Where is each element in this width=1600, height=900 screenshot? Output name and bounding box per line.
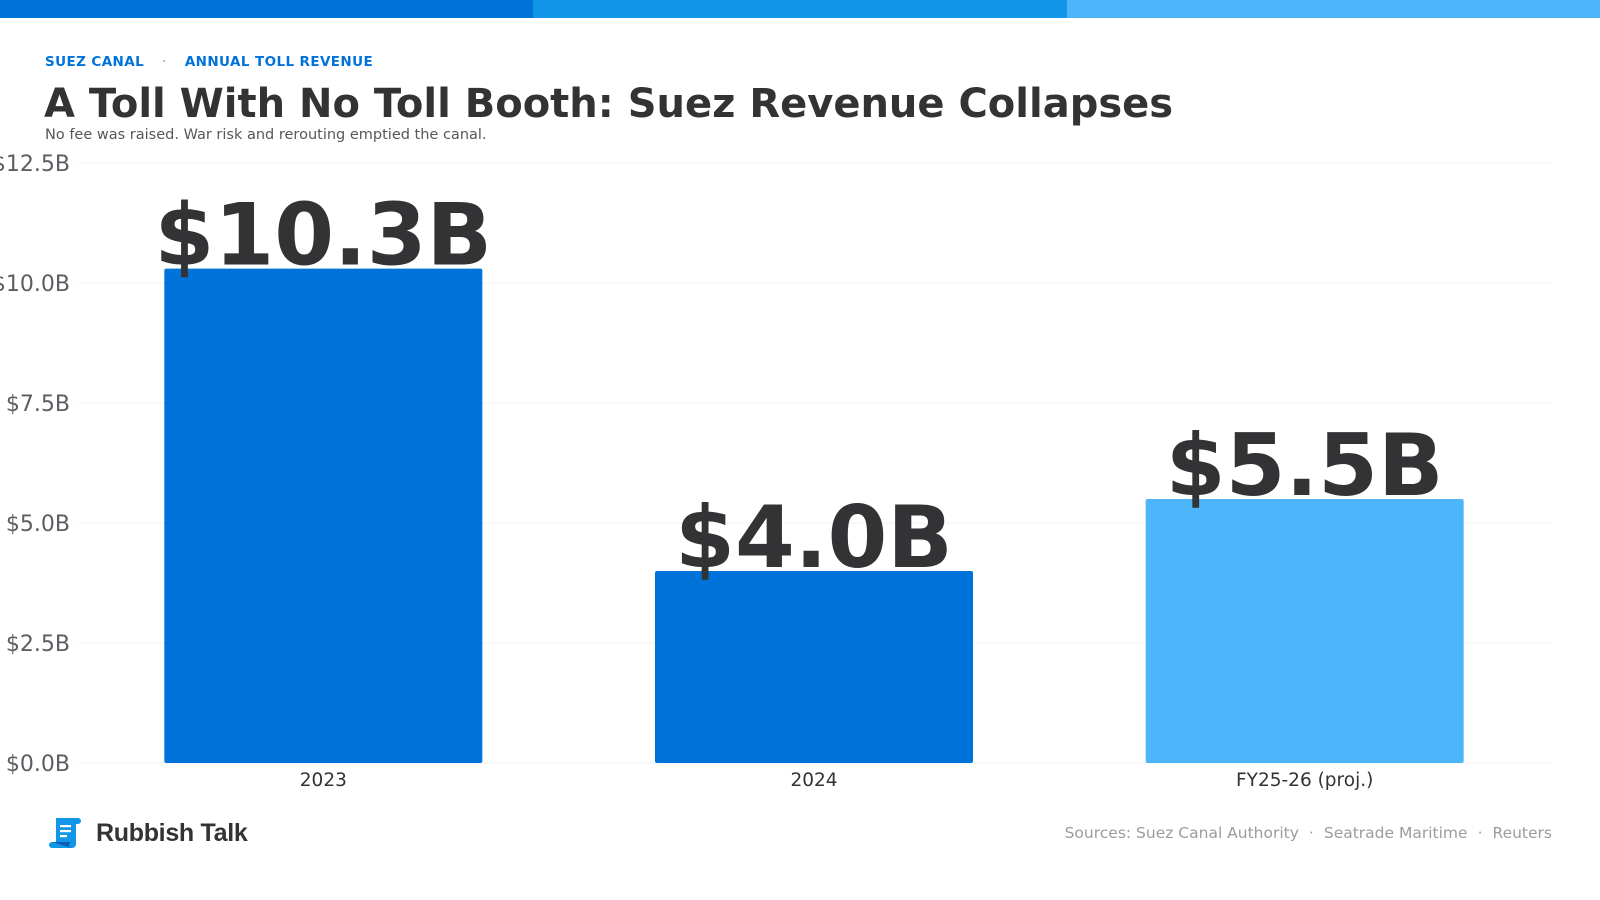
source-1: Sources: Suez Canal Authority bbox=[1064, 824, 1299, 842]
y-tick-label: $7.5B bbox=[6, 392, 70, 417]
top-bar-segment-1 bbox=[0, 0, 534, 18]
y-tick-label: $10.0B bbox=[0, 272, 70, 297]
y-tick-label: $12.5B bbox=[0, 152, 70, 177]
y-tick-label: $0.0B bbox=[6, 752, 70, 777]
bar bbox=[164, 268, 483, 763]
brand-name: Rubbish Talk bbox=[96, 818, 248, 847]
kicker-subtopic: ANNUAL TOLL REVENUE bbox=[184, 54, 374, 70]
bar-value-label: $5.5B bbox=[1166, 416, 1444, 516]
brand-logo: Rubbish Talk bbox=[48, 816, 248, 850]
scroll-icon bbox=[49, 818, 81, 848]
sources-line: Sources: Suez Canal Authority · Seatrade… bbox=[1065, 824, 1552, 842]
bar-value-label: $10.3B bbox=[155, 186, 493, 286]
top-bar-segment-3 bbox=[1066, 0, 1600, 18]
x-tick-label: FY25-26 (proj.) bbox=[1236, 770, 1373, 791]
source-2: Seatrade Maritime bbox=[1323, 824, 1468, 842]
page-title: A Toll With No Toll Booth: Suez Revenue … bbox=[44, 81, 1174, 127]
bar bbox=[1145, 499, 1464, 763]
kicker-topic: SUEZ CANAL bbox=[45, 54, 145, 70]
bar-value-label: $4.0B bbox=[675, 488, 953, 588]
y-tick-label: $2.5B bbox=[6, 632, 70, 657]
source-separator: · bbox=[1477, 824, 1483, 842]
top-color-bar bbox=[0, 0, 1600, 18]
bar-chart: $0.0B $2.5B $5.0B $7.5B $10.0B $12.5B $10.3B 20… bbox=[0, 152, 1550, 791]
page-subtitle: No fee was raised. War risk and reroutin… bbox=[45, 127, 487, 143]
source-3: Reuters bbox=[1492, 824, 1553, 842]
kicker: SUEZ CANAL · ANNUAL TOLL REVENUE bbox=[45, 54, 373, 70]
bar bbox=[655, 571, 973, 763]
y-tick-label: $5.0B bbox=[6, 512, 70, 537]
source-separator: · bbox=[1308, 824, 1314, 842]
top-bar-segment-2 bbox=[533, 0, 1067, 18]
kicker-separator: · bbox=[162, 54, 167, 70]
x-tick-label: 2024 bbox=[790, 770, 837, 791]
x-tick-label: 2023 bbox=[300, 770, 347, 791]
